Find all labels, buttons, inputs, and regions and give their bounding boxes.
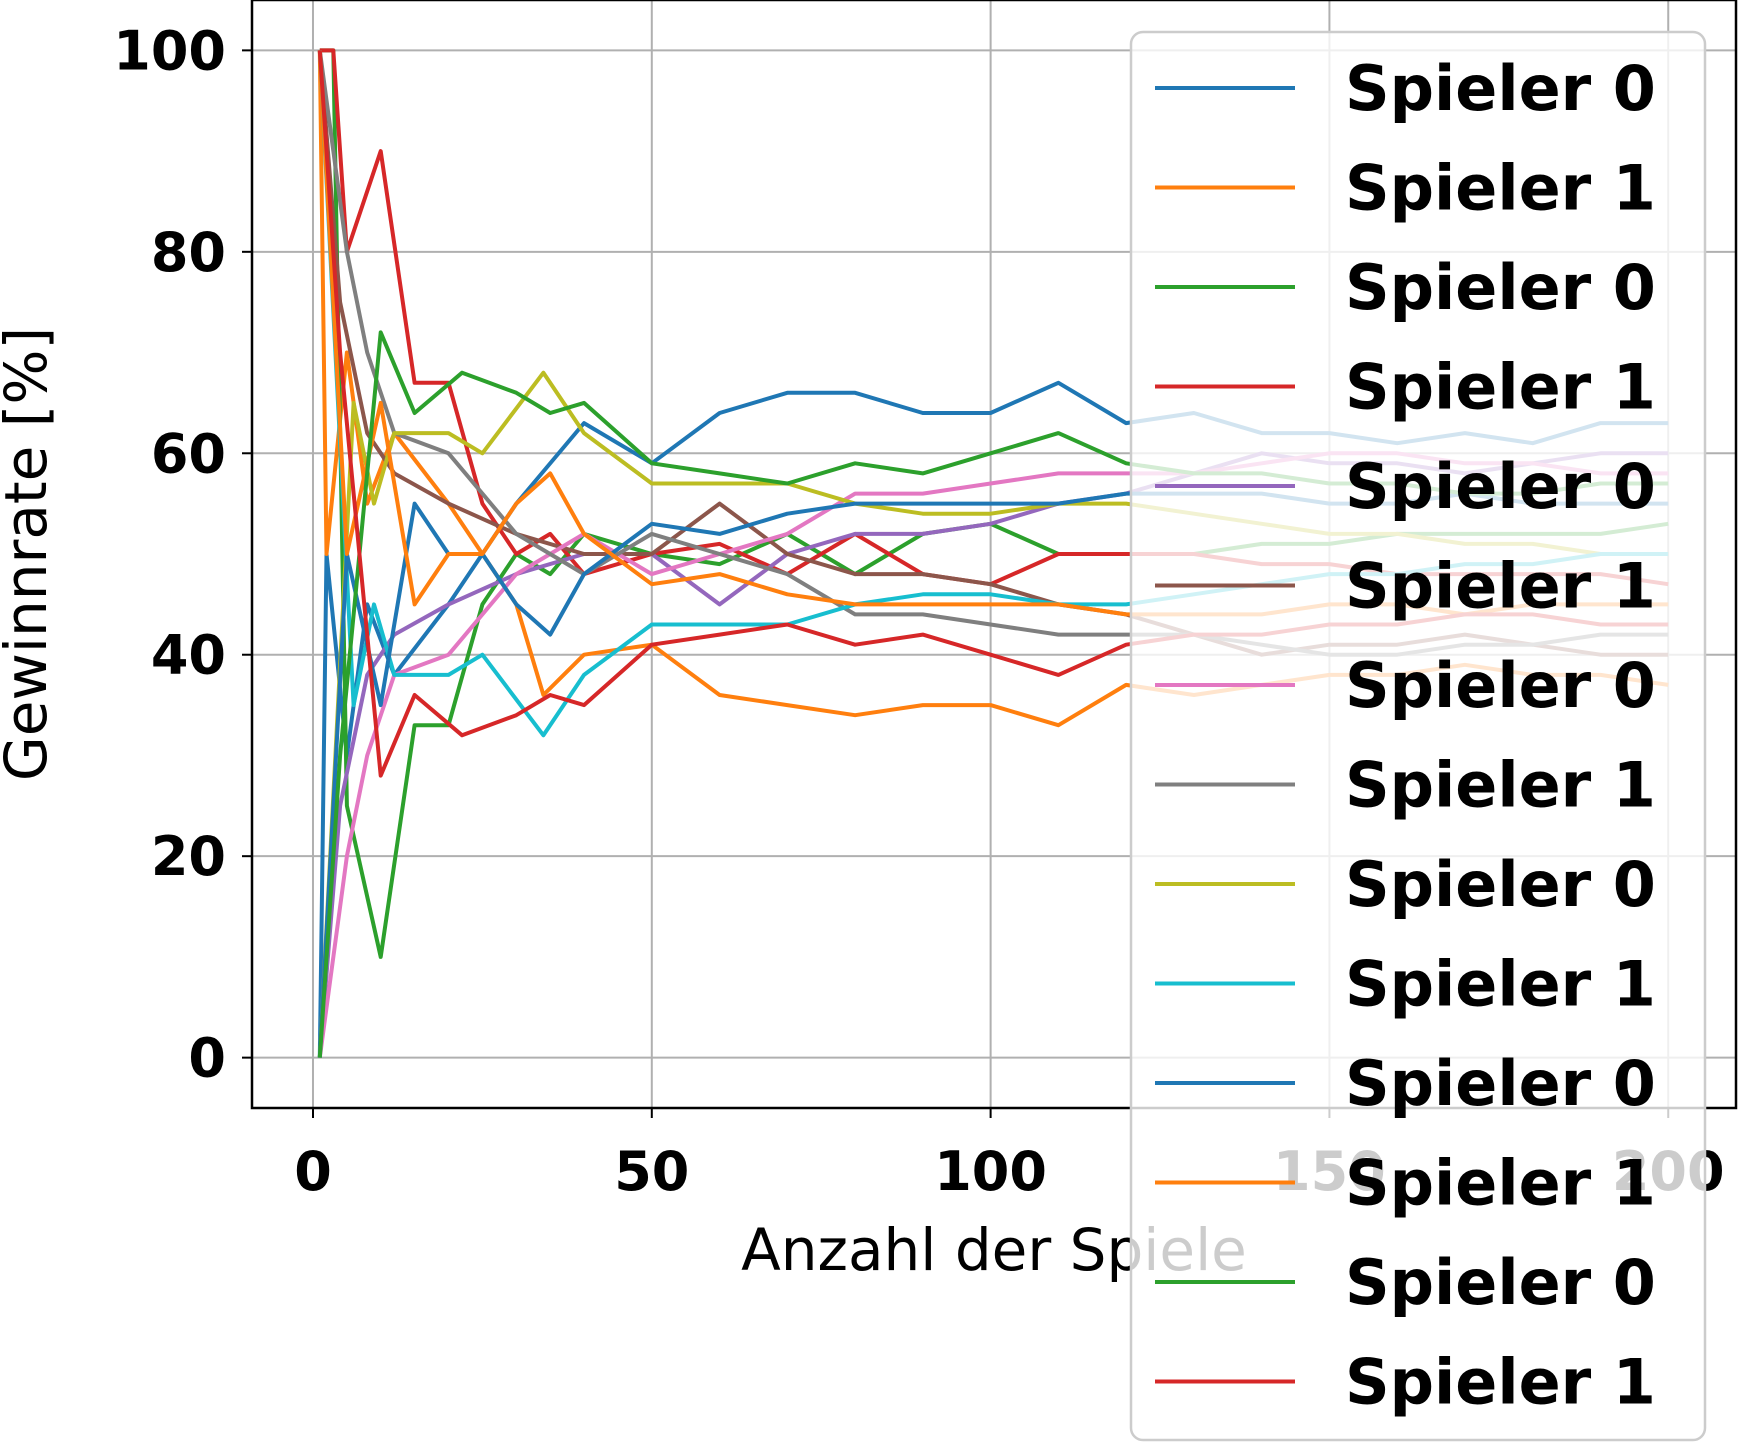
legend-entry-label: Spieler 0 (1345, 1047, 1656, 1120)
plot-frame (250, 0, 1738, 1110)
legend-entry-label: Spieler 1 (1345, 948, 1656, 1021)
legend-entry-label: Spieler 1 (1345, 1346, 1656, 1419)
legend-entry-label: Spieler 0 (1345, 251, 1656, 324)
y-tick-label: 0 (188, 1027, 226, 1090)
y-tick-label: 20 (151, 825, 226, 888)
y-axis-label: Gewinnrate [%] (0, 327, 60, 781)
x-tick-label: 50 (614, 1140, 689, 1203)
legend-entry-label: Spieler 0 (1345, 649, 1656, 722)
legend-entry-label: Spieler 0 (1345, 848, 1656, 921)
y-tick-label: 100 (113, 19, 226, 82)
legend-entry-label: Spieler 1 (1345, 152, 1656, 225)
legend-entry-label: Spieler 0 (1345, 450, 1656, 523)
x-tick-label: 0 (294, 1140, 332, 1203)
legend-entry-label: Spieler 1 (1345, 749, 1656, 822)
y-tick-label: 60 (151, 422, 226, 485)
legend-entry-label: Spieler 1 (1345, 351, 1656, 424)
legend-entry-label: Spieler 0 (1345, 1246, 1656, 1319)
legend: Spieler 0 Spieler 1 Spieler 0 Spieler 1 Spie… (1129, 30, 1707, 1442)
legend-entry-label: Spieler 1 (1345, 550, 1656, 623)
legend-entry-label: Spieler 0 (1345, 52, 1656, 125)
y-tick-label: 80 (151, 221, 226, 284)
x-tick-label: 100 (934, 1140, 1047, 1203)
legend-frame (1129, 30, 1707, 1442)
y-tick-label: 40 (151, 624, 226, 687)
legend-entry-label: Spieler 1 (1345, 1147, 1656, 1220)
